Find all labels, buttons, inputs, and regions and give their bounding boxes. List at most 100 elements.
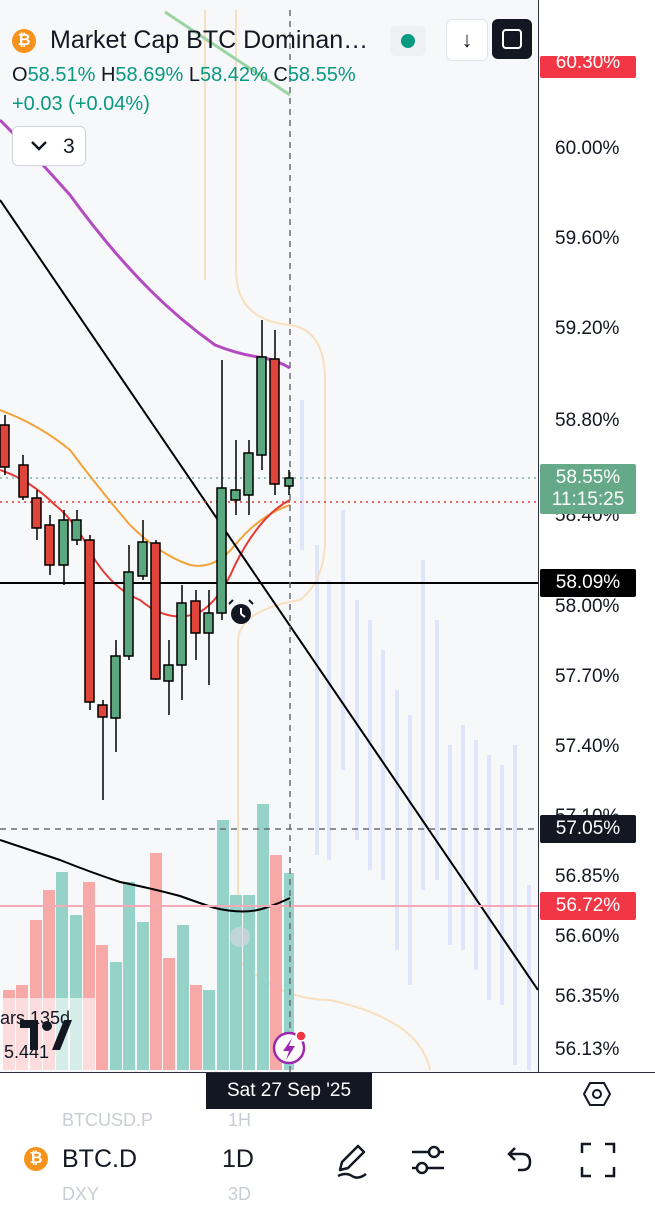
volume-bar	[150, 853, 162, 1070]
candle	[284, 470, 294, 495]
sliders-icon[interactable]	[408, 1140, 448, 1180]
candle	[0, 415, 10, 475]
fullscreen-button[interactable]	[492, 19, 532, 59]
ghost-interval-above: 1H	[228, 1110, 252, 1130]
alarm-clock-icon[interactable]	[228, 599, 254, 624]
ghost-symbol-above: BTCUSD.P	[62, 1110, 154, 1130]
volume-legend-line1: ars 135d	[0, 1008, 71, 1028]
forecast-bar	[381, 650, 385, 880]
symbol-title[interactable]: Market Cap BTC Dominan…	[50, 26, 369, 54]
faint-marker-icon	[230, 927, 250, 947]
forecast-bar	[435, 620, 439, 880]
indicators-toggle-button[interactable]: 3	[12, 126, 86, 166]
top-price-tag: 60.30%	[540, 56, 636, 78]
low-label: L	[188, 64, 200, 86]
crosshair-date-tag: Sat 27 Sep '25	[206, 1073, 372, 1109]
open-value: 58.51%	[27, 64, 96, 86]
candle	[176, 585, 187, 700]
chevron-down-icon	[29, 127, 49, 181]
bitcoin-logo-icon: ₿	[24, 1147, 48, 1171]
volume-bar	[217, 820, 229, 1070]
candle	[163, 640, 174, 715]
candle	[58, 510, 69, 585]
orange-ma-line	[0, 409, 291, 567]
candle	[84, 535, 95, 710]
bottom-toolbar: BTCUSD.P 1H DXY 3D ₿ BTC.D 1D	[0, 1110, 655, 1204]
volume-bar	[230, 895, 242, 1070]
price-change: +0.03 (+0.04%)	[12, 93, 150, 115]
envelope-band	[235, 10, 431, 1071]
symbol-selector[interactable]: BTC.D	[62, 1145, 137, 1173]
low-value: 58.42%	[199, 64, 268, 86]
tradingview-logo-icon	[20, 1020, 72, 1050]
candle	[18, 455, 29, 500]
pen-icon[interactable]	[332, 1140, 372, 1180]
fullscreen-icon[interactable]	[578, 1140, 618, 1180]
candle	[190, 590, 201, 660]
candle	[110, 640, 121, 752]
candle	[269, 330, 280, 495]
forecast-bar	[355, 600, 359, 840]
volume-bar	[203, 990, 215, 1070]
chart-header: ₿ Market Cap BTC Dominan… ↓	[0, 12, 538, 68]
forecast-bar	[500, 765, 504, 1005]
volume-ma-line	[0, 839, 291, 913]
undo-icon[interactable]	[498, 1140, 538, 1180]
dashed-line-price-tag: 57.05%	[540, 815, 636, 843]
high-value: 58.69%	[115, 64, 184, 86]
forecast-bar	[395, 690, 399, 950]
download-icon: ↓	[461, 27, 473, 52]
candle	[97, 700, 108, 800]
close-value: 58.55%	[287, 64, 356, 86]
candle	[123, 545, 134, 660]
green-trend-line	[164, 10, 291, 97]
volume-bar	[284, 873, 294, 1070]
candles	[0, 320, 294, 800]
volume-bar	[123, 882, 135, 1070]
chart-settings-icon[interactable]	[582, 1079, 612, 1109]
volume-bar	[243, 895, 255, 1070]
open-label: O	[12, 64, 28, 86]
price-tick: 56.85%	[555, 866, 620, 887]
volume-legend-bg	[0, 998, 96, 1070]
diagonal-trend-line[interactable]	[0, 199, 538, 991]
interval-selector[interactable]: 1D	[222, 1145, 254, 1173]
flash-event-icon[interactable]	[272, 1030, 307, 1065]
volume-bar	[177, 925, 189, 1070]
volume-bar	[96, 945, 108, 1070]
price-tick: 58.00%	[555, 596, 620, 617]
candle	[44, 515, 55, 575]
candle	[137, 520, 148, 580]
red-price-tag: 56.72%	[540, 892, 636, 920]
price-axis[interactable]: 60.30% 60.00% 59.60% 59.20% 58.80% 58.40…	[538, 0, 655, 1072]
candle	[150, 540, 161, 680]
price-tick: 57.70%	[555, 666, 620, 687]
close-label: C	[273, 64, 288, 86]
last-price-value: 58.55%	[555, 467, 621, 488]
price-tick: 56.35%	[555, 986, 620, 1007]
chart-area[interactable]: ars 135d 5.441 ₿ Market Cap BTC Dominan……	[0, 0, 538, 1072]
ohlc-readout: O58.51% H58.69% L58.42% C58.55%	[12, 64, 356, 87]
fullscreen-icon	[502, 29, 522, 49]
ghost-interval-below: 3D	[228, 1184, 252, 1204]
live-status-icon[interactable]	[390, 26, 426, 56]
forecast-bar	[408, 715, 412, 985]
forecast-bars	[300, 400, 531, 1070]
forecast-bar	[341, 510, 345, 770]
high-label: H	[100, 64, 116, 86]
candle	[256, 320, 267, 470]
candle	[243, 440, 254, 515]
time-axis[interactable]: Sat 27 Sep '25	[0, 1072, 655, 1117]
price-tick: 58.80%	[555, 410, 620, 431]
forecast-bar	[448, 745, 452, 945]
download-button[interactable]: ↓	[446, 19, 488, 61]
price-tick: 59.60%	[555, 228, 620, 249]
volume-bar	[190, 985, 202, 1070]
forecast-bar	[487, 755, 491, 1000]
volume-bar	[110, 962, 122, 1070]
forecast-bar	[421, 560, 425, 890]
bitcoin-logo-icon: ₿	[12, 29, 36, 53]
red-ma-line	[0, 469, 291, 618]
horizontal-line-price-tag: 58.09%	[540, 569, 636, 597]
candle	[71, 510, 82, 545]
